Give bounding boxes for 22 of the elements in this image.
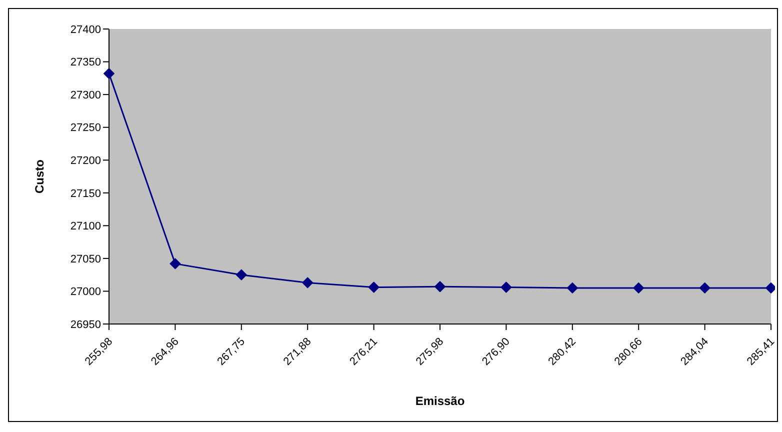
point — [699, 282, 710, 294]
point — [500, 282, 512, 293]
y-tick-label: 26950 — [70, 318, 101, 331]
x-axis-title: Emissão — [415, 394, 465, 408]
y-tick-label: 27000 — [70, 286, 101, 298]
y-tick-label: 27200 — [70, 155, 101, 168]
y-tick-label: 27100 — [70, 220, 101, 233]
point — [302, 277, 314, 288]
y-tick-label: 27150 — [70, 188, 101, 200]
y-tick-label: 27400 — [70, 24, 101, 36]
point — [170, 258, 181, 270]
y-tick-label: 27250 — [70, 122, 101, 134]
y-tick-label: 27350 — [70, 56, 101, 69]
point — [566, 282, 578, 294]
point — [104, 68, 114, 80]
y-tick-label: 27300 — [70, 89, 101, 102]
point — [434, 281, 446, 292]
y-axis-title: Custo — [32, 160, 46, 194]
point — [236, 269, 247, 280]
point — [633, 282, 644, 294]
y-tick-label: 27050 — [70, 253, 101, 266]
point — [368, 282, 380, 293]
